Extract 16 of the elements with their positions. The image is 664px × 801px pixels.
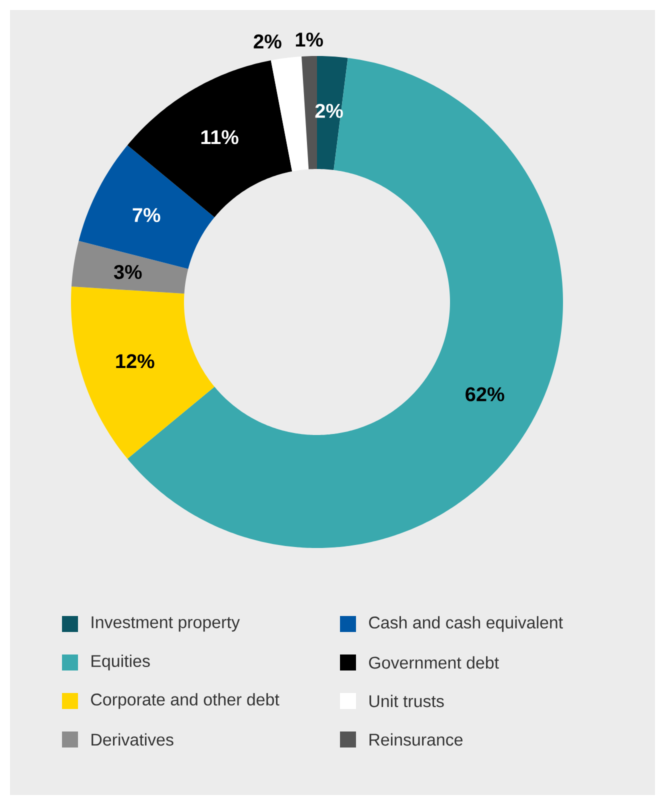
legend-label: Corporate and other debt xyxy=(91,693,280,709)
data-label: 7% xyxy=(132,208,160,222)
legend-label: Cash and cash equivalent xyxy=(369,616,563,632)
legend-label: Reinsurance xyxy=(370,733,463,746)
legend-label: Derivatives xyxy=(92,733,174,746)
legend-label: Government debt xyxy=(369,656,499,669)
data-label: 1% xyxy=(296,32,323,47)
data-label: 11% xyxy=(201,130,238,144)
legend-label: Unit trusts xyxy=(370,694,444,708)
legend-label: Investment property xyxy=(92,616,240,632)
legend-label: Equities xyxy=(92,654,150,670)
data-label: 62% xyxy=(466,387,504,402)
data-label: 2% xyxy=(254,34,282,48)
data-label: 12% xyxy=(116,354,154,368)
data-label: 3% xyxy=(114,264,142,280)
data-label: 2% xyxy=(315,104,343,118)
